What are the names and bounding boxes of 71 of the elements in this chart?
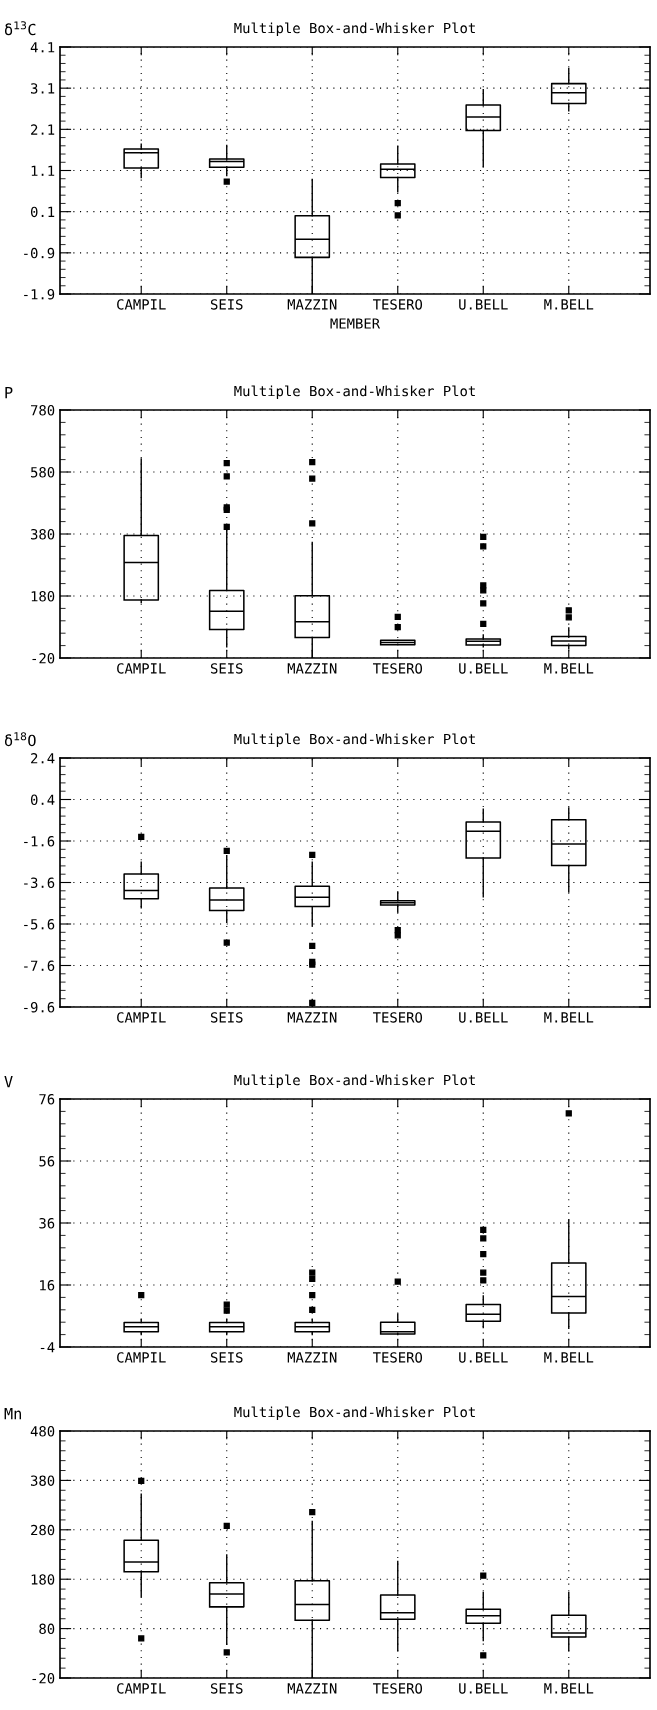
y-tick-label: 2.4 [31, 753, 55, 764]
y-tick-label: 16 [40, 1280, 55, 1291]
x-tick-label: MAZZIN [287, 299, 337, 310]
y-tick-label: -20 [32, 1673, 55, 1684]
chart-title: Multiple Box-and-Whisker Plot [234, 1074, 475, 1088]
y-tick-label: 280 [31, 1524, 55, 1536]
y-tick-label: 780 [31, 405, 55, 416]
x-tick-label: CAMPIL [117, 299, 166, 310]
x-tick-label: CAMPIL [117, 1683, 166, 1694]
x-tick-label: SEIS [210, 663, 243, 674]
x-tick-label: CAMPIL [117, 663, 166, 674]
chart-title: Multiple Box-and-Whisker Plot [234, 733, 475, 747]
y-tick-label: -0.9 [24, 247, 55, 259]
x-tick-label: M.BELL [544, 1683, 594, 1694]
y-tick-label: 80 [39, 1623, 55, 1635]
y-axis-title: V [4, 1076, 13, 1088]
y-tick-label: 0.1 [30, 206, 55, 218]
y-axis-title: P [5, 387, 13, 399]
x-tick-label: U.BELL [459, 1352, 508, 1363]
y-tick-label: 56 [39, 1156, 55, 1167]
x-tick-label: MAZZIN [287, 1683, 337, 1694]
y-tick-label: 4.1 [30, 42, 55, 53]
y-axis-title: δ$^{18}$O [4, 732, 36, 747]
y-tick-label: -9.6 [24, 1002, 55, 1013]
x-tick-label: M.BELL [544, 299, 594, 310]
x-tick-label: TESERO [372, 1683, 423, 1694]
y-tick-label: 580 [31, 467, 55, 478]
y-tick-label: 380 [30, 1475, 55, 1486]
x-tick-label: CAMPIL [117, 1352, 166, 1363]
x-tick-label: SEIS [210, 1352, 243, 1363]
x-tick-label: U.BELL [459, 663, 508, 674]
chart-title: Multiple Box-and-Whisker Plot [234, 385, 475, 399]
chart-title: Multiple Box-and-Whisker Plot [234, 1406, 475, 1420]
y-tick-label: -1.6 [24, 836, 55, 847]
x-tick-label: TESERO [372, 299, 423, 310]
y-tick-label: 1.1 [31, 165, 55, 176]
y-tick-label: -1.9 [24, 289, 55, 300]
x-tick-label: U.BELL [459, 299, 508, 310]
x-tick-label: MAZZIN [287, 1012, 337, 1023]
y-tick-label: 0.4 [30, 794, 55, 806]
x-tick-label: MAZZIN [287, 663, 337, 674]
x-tick-label: SEIS [210, 1012, 243, 1023]
y-tick-label: 380 [30, 529, 55, 540]
x-tick-label: SEIS [210, 299, 243, 310]
y-tick-label: 36 [39, 1218, 55, 1229]
x-tick-label: SEIS [210, 1683, 243, 1694]
y-tick-label: -20 [32, 653, 55, 664]
x-tick-label: MAZZIN [287, 1352, 337, 1363]
y-tick-label: -7.6 [24, 960, 55, 972]
y-tick-label: -4 [40, 1342, 55, 1353]
x-tick-label: M.BELL [544, 663, 594, 674]
y-tick-label: 3.1 [30, 83, 55, 94]
x-tick-label: TESERO [372, 663, 423, 674]
y-tick-label: 480 [30, 1426, 55, 1437]
chart-title: Multiple Box-and-Whisker Plot [234, 22, 475, 36]
y-tick-label: 180 [31, 591, 55, 602]
y-tick-label: -5.6 [24, 919, 55, 930]
x-tick-label: TESERO [372, 1352, 423, 1363]
x-tick-label: M.BELL [544, 1352, 594, 1363]
y-axis-title: δ$^{13}$C [4, 21, 36, 36]
y-tick-label: 76 [39, 1094, 55, 1105]
x-tick-label: TESERO [372, 1012, 423, 1023]
x-tick-label: U.BELL [459, 1683, 508, 1694]
y-tick-label: 180 [31, 1574, 55, 1585]
y-axis-title: Mn [4, 1408, 21, 1420]
y-tick-label: 2.1 [31, 124, 55, 135]
x-tick-label: CAMPIL [117, 1012, 166, 1023]
x-axis-title: MEMBER [330, 318, 381, 329]
y-tick-label: -3.6 [24, 877, 55, 889]
x-tick-label: M.BELL [544, 1012, 594, 1023]
x-tick-label: U.BELL [459, 1012, 508, 1023]
